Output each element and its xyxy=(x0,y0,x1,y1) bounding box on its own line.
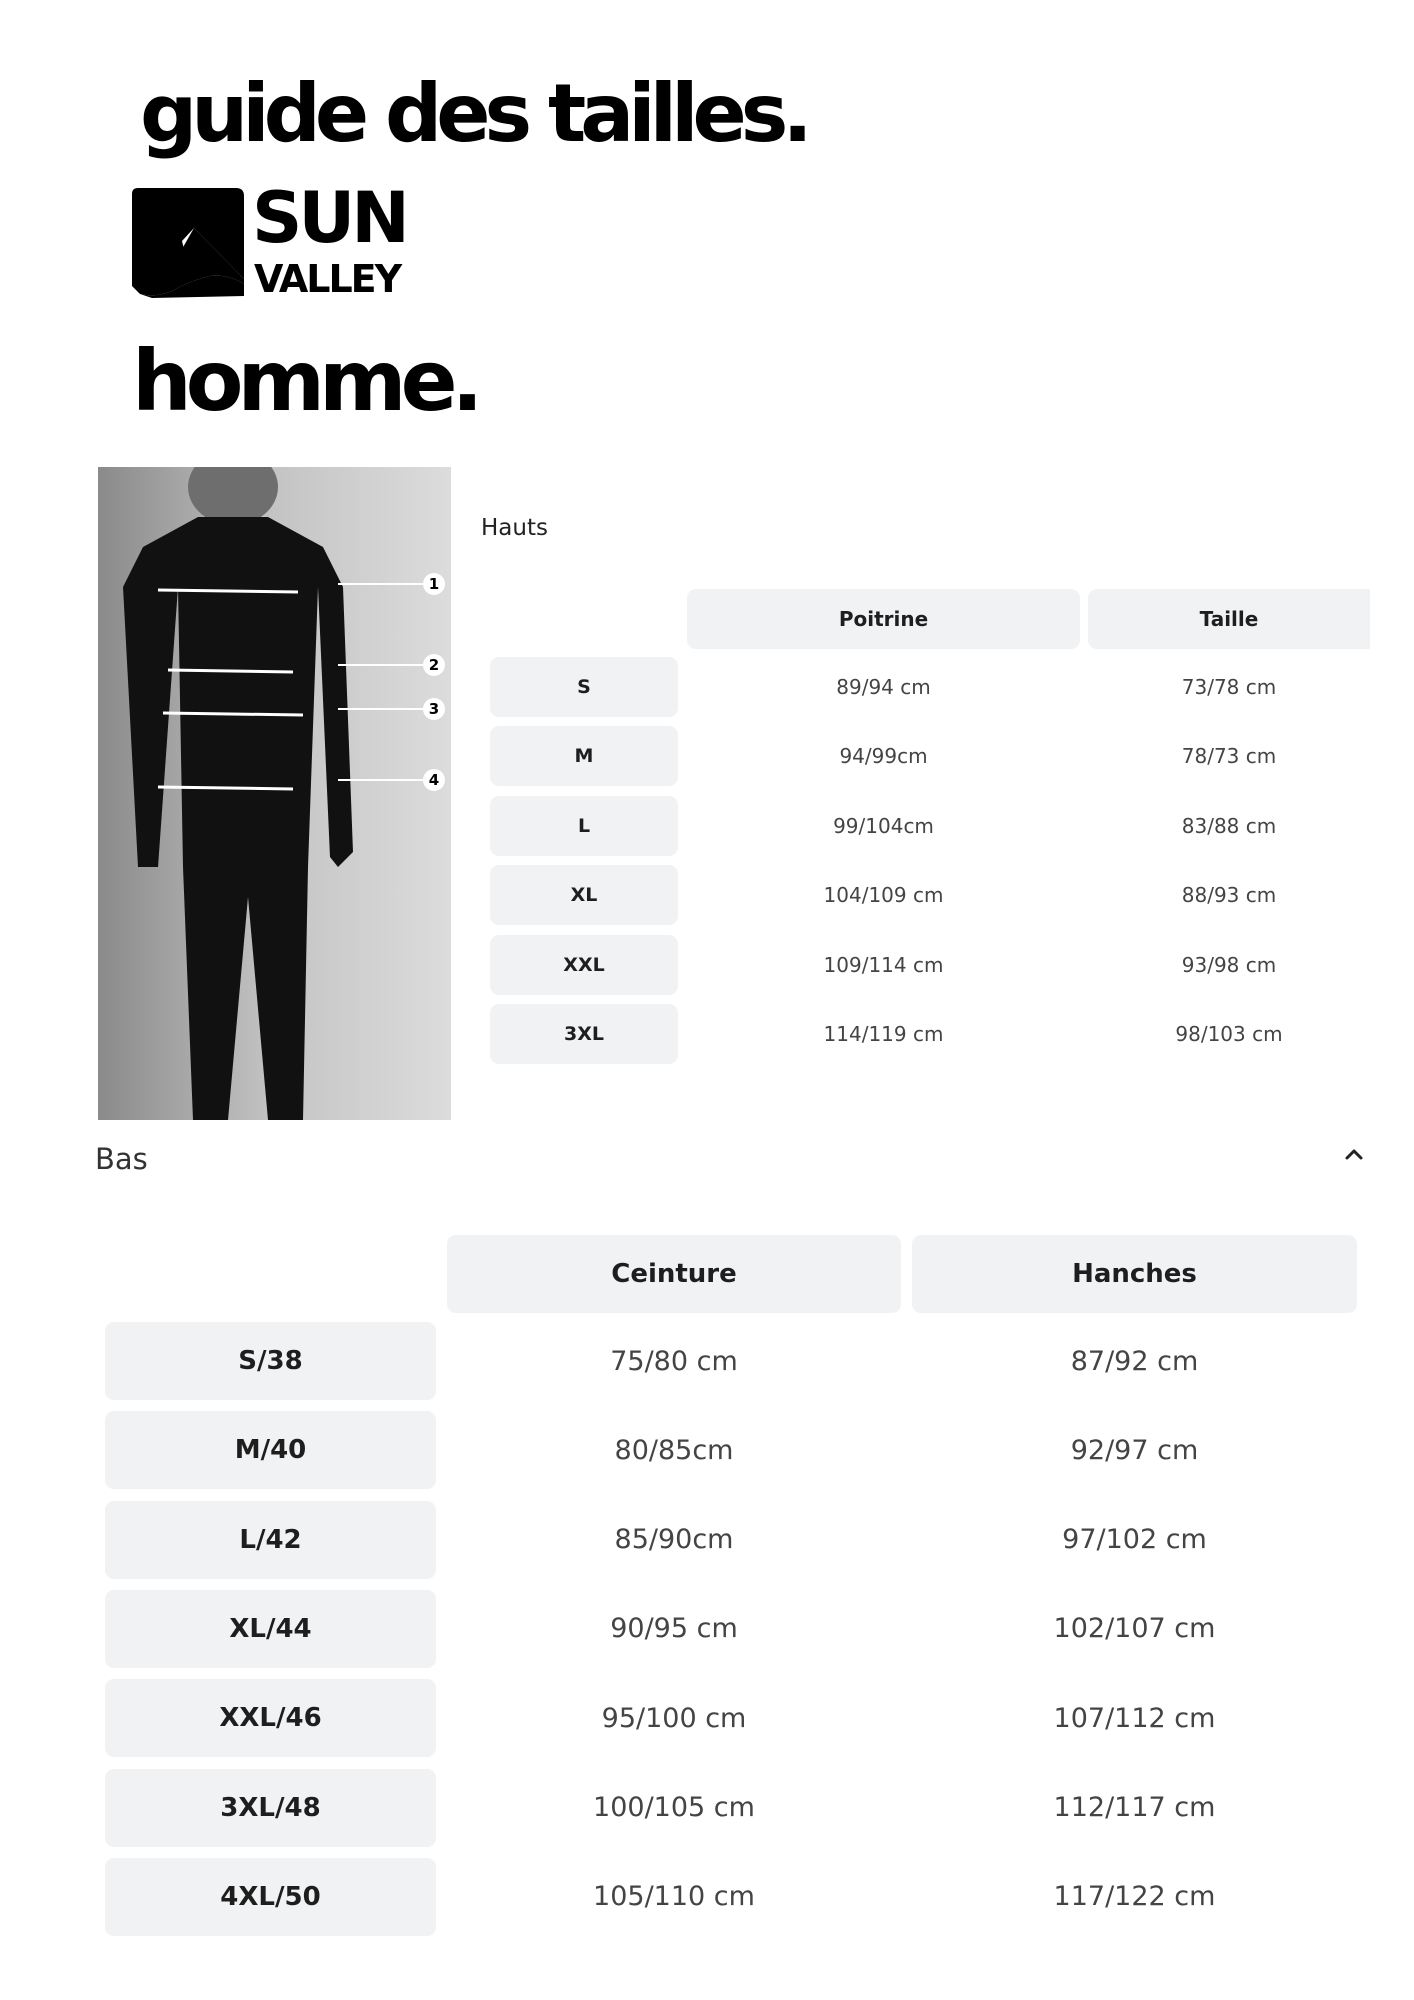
size-label-cell: XL/44 xyxy=(105,1589,436,1668)
size-label-cell: 3XL/48 xyxy=(105,1768,436,1847)
measurement-figure-image: 1 2 3 4 xyxy=(98,449,451,1120)
marker-label: 4 xyxy=(429,771,439,789)
size-label-cell: L xyxy=(490,795,678,856)
logo-text-valley: VALLEY xyxy=(254,257,403,300)
mountain-logo-icon: SUN VALLEY xyxy=(132,177,410,301)
measurement-value: 109/114 cm xyxy=(823,952,944,977)
measurement-value: 94/99cm xyxy=(839,744,928,769)
chevron-up-icon[interactable] xyxy=(1340,1140,1368,1168)
size-label-cell: XXL/46 xyxy=(105,1679,436,1758)
column-header-ceinture: Ceinture xyxy=(447,1235,901,1313)
measurement-value: 75/80 cm xyxy=(610,1345,738,1377)
measurement-value: 104/109 cm xyxy=(823,883,944,908)
measurement-value: 83/88 cm xyxy=(1181,813,1277,838)
size-label-cell: 4XL/50 xyxy=(105,1857,436,1936)
size-label-cell: XL xyxy=(490,865,678,926)
measurement-value: 92/97 cm xyxy=(1070,1434,1199,1466)
page-title: guide des tailles. xyxy=(140,67,813,160)
measurement-value: 78/73 cm xyxy=(1181,744,1277,769)
column-header-hanches: Hanches xyxy=(912,1235,1357,1313)
measurement-value: 93/98 cm xyxy=(1181,952,1277,977)
size-label-cell: L/42 xyxy=(105,1500,436,1579)
measurement-value: 117/122 cm xyxy=(1053,1881,1216,1913)
size-label-cell: S/38 xyxy=(105,1322,436,1400)
marker-2 xyxy=(423,654,445,676)
sun-valley-logo: SUN VALLEY xyxy=(132,177,432,301)
measurement-value: 95/100 cm xyxy=(601,1702,747,1734)
size-label-cell: M/40 xyxy=(105,1411,436,1490)
measurement-value: 112/117 cm xyxy=(1053,1792,1216,1823)
marker-4 xyxy=(423,769,445,791)
size-label-cell: S xyxy=(490,657,678,717)
marker-label: 1 xyxy=(429,575,439,593)
category-title: homme. xyxy=(132,332,483,430)
measurement-value: 73/78 cm xyxy=(1181,675,1277,699)
measurement-value: 88/93 cm xyxy=(1181,883,1277,908)
measurement-value: 90/95 cm xyxy=(610,1613,738,1645)
measurement-value: 89/94 cm xyxy=(836,675,931,699)
measurement-value: 99/104cm xyxy=(833,813,934,838)
measurement-value: 100/105 cm xyxy=(593,1792,755,1823)
marker-label: 2 xyxy=(429,656,439,674)
measurement-value: 97/102 cm xyxy=(1062,1524,1207,1556)
measurement-value: 85/90cm xyxy=(614,1524,734,1556)
column-header-poitrine: Poitrine xyxy=(687,589,1080,649)
marker-1 xyxy=(423,573,445,595)
size-label-cell: 3XL xyxy=(490,1004,678,1064)
measurement-value: 87/92 cm xyxy=(1070,1345,1199,1377)
measurement-value: 98/103 cm xyxy=(1175,1022,1283,1046)
marker-label: 3 xyxy=(429,700,439,718)
bas-section-label: Bas xyxy=(95,1142,148,1176)
size-label-cell: XXL xyxy=(490,934,678,995)
size-label-cell: M xyxy=(490,726,678,787)
measurement-value: 107/112 cm xyxy=(1053,1702,1216,1734)
measurement-value: 80/85cm xyxy=(614,1434,734,1466)
measurement-value: 114/119 cm xyxy=(823,1022,944,1046)
measurement-value: 102/107 cm xyxy=(1053,1613,1216,1645)
logo-text-sun: SUN xyxy=(252,186,406,259)
column-header-taille: Taille xyxy=(1088,589,1370,649)
measurement-value: 105/110 cm xyxy=(593,1881,755,1913)
hauts-section-label: Hauts xyxy=(481,515,548,541)
marker-3 xyxy=(423,698,445,720)
